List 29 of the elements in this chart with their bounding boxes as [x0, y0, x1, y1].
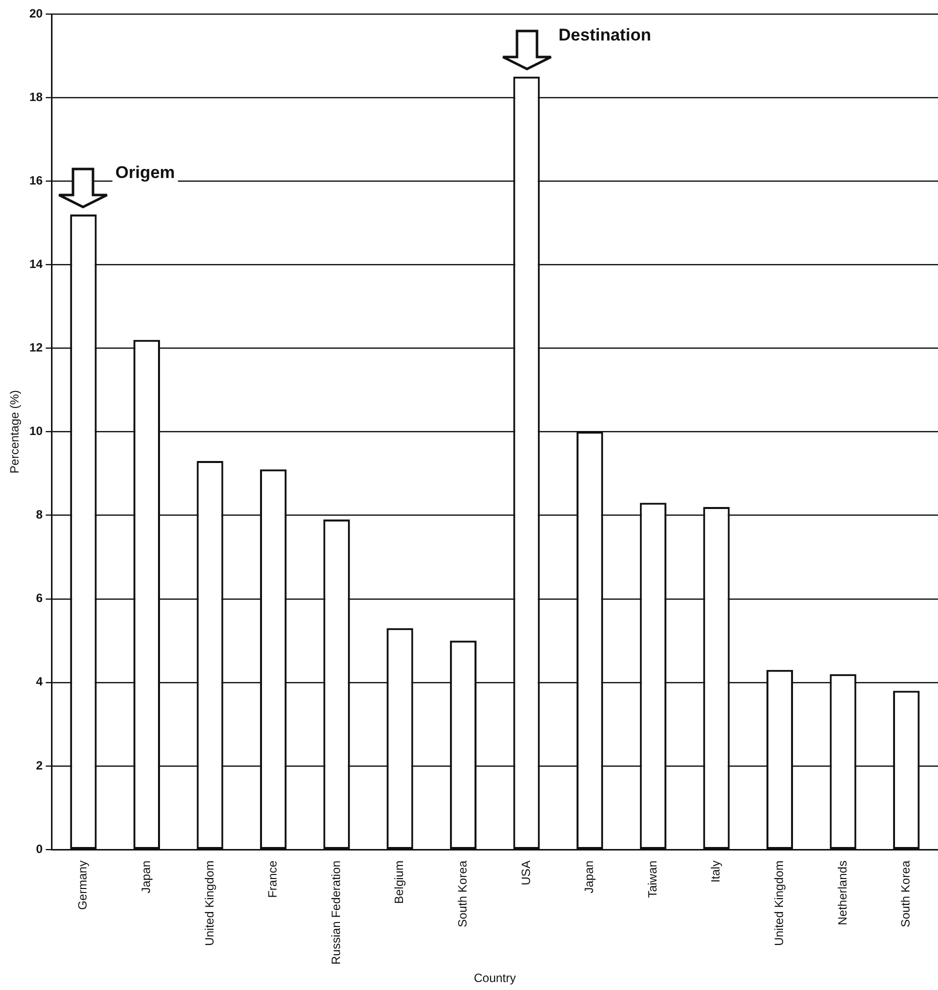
y-tick-label: 2 — [36, 758, 44, 772]
y-tick-label: 12 — [29, 340, 44, 355]
x-tick-label: France — [266, 860, 280, 898]
x-tick-label: Italy — [708, 860, 723, 883]
x-tick-label: United Kingdom — [202, 860, 216, 946]
x-axis-title: Country — [474, 971, 516, 986]
x-tick-label: Netherlands — [835, 860, 850, 926]
annotation: Origem — [115, 163, 175, 182]
y-tick-label: 8 — [36, 508, 44, 522]
y-tick-label: 0 — [36, 842, 44, 856]
y-tick-label: 6 — [36, 591, 44, 606]
y-axis-title: Percentage (%) — [8, 390, 22, 474]
x-tick-label: Japan — [582, 860, 596, 894]
x-tick-label: South Korea — [456, 860, 470, 928]
x-tick-label: Russian Federation — [328, 860, 343, 965]
x-tick-label: South Korea — [898, 860, 913, 928]
x-tick-label: Japan — [139, 860, 154, 894]
y-tick-label: 16 — [29, 173, 44, 188]
y-tick-label: 14 — [29, 256, 44, 271]
x-tick-label: United Kingdom — [772, 860, 786, 946]
x-tick-label: Germany — [76, 860, 90, 910]
x-tick-label: USA — [518, 860, 533, 886]
y-tick-label: 20 — [29, 6, 44, 20]
y-tick-label: 18 — [29, 90, 44, 104]
x-tick-label: Taiwan — [645, 860, 660, 898]
x-tick-label: Belgium — [392, 860, 406, 904]
y-tick-label: 10 — [29, 424, 44, 438]
annotation: Destination — [558, 25, 652, 44]
y-tick-label: 4 — [36, 674, 44, 689]
